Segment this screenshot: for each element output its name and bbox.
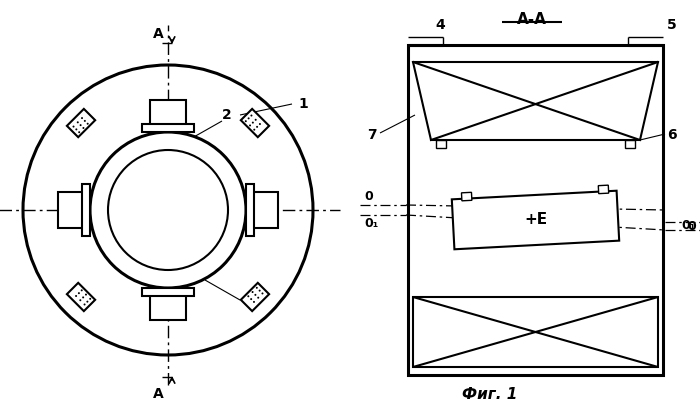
Circle shape — [76, 129, 78, 130]
Text: 0₁: 0₁ — [682, 219, 696, 232]
Circle shape — [259, 123, 261, 125]
Bar — [625, 140, 635, 148]
Circle shape — [80, 289, 83, 291]
Circle shape — [23, 65, 313, 355]
Text: 5: 5 — [667, 18, 677, 32]
Bar — [452, 191, 620, 249]
Circle shape — [258, 290, 260, 291]
Circle shape — [79, 299, 81, 301]
Bar — [598, 185, 609, 194]
Bar — [161, 146, 175, 151]
Circle shape — [251, 291, 253, 293]
Circle shape — [245, 120, 247, 122]
Circle shape — [249, 124, 251, 126]
Circle shape — [80, 124, 82, 126]
Text: 0₁: 0₁ — [364, 217, 378, 230]
Text: 6: 6 — [667, 128, 677, 142]
Bar — [461, 192, 472, 201]
Circle shape — [108, 150, 228, 270]
Circle shape — [89, 298, 91, 300]
Circle shape — [86, 301, 88, 303]
Text: 1: 1 — [298, 97, 308, 111]
Circle shape — [83, 304, 85, 305]
Text: 2: 2 — [222, 108, 232, 122]
Circle shape — [250, 298, 252, 300]
Circle shape — [254, 294, 256, 296]
Circle shape — [256, 287, 258, 289]
Circle shape — [248, 117, 250, 119]
Bar — [67, 109, 95, 137]
Circle shape — [84, 120, 86, 122]
Bar — [241, 283, 269, 311]
Bar — [246, 184, 254, 236]
Text: А-А: А-А — [517, 12, 547, 27]
Bar — [436, 140, 446, 148]
Text: А: А — [153, 387, 163, 401]
Bar — [241, 109, 269, 137]
Text: 3: 3 — [248, 293, 258, 307]
Circle shape — [78, 292, 80, 294]
Text: 0: 0 — [687, 220, 696, 233]
Circle shape — [73, 126, 74, 128]
Bar — [248, 192, 278, 228]
Bar — [164, 142, 172, 146]
Circle shape — [252, 122, 254, 123]
Text: +E: +E — [524, 213, 547, 228]
Text: Фиг. 1: Фиг. 1 — [462, 387, 518, 402]
Circle shape — [251, 115, 253, 116]
Text: 7: 7 — [368, 128, 377, 142]
Circle shape — [257, 297, 259, 299]
Circle shape — [253, 129, 256, 131]
Bar — [150, 100, 186, 130]
Circle shape — [78, 131, 81, 133]
Bar — [142, 124, 194, 132]
Circle shape — [83, 127, 85, 129]
Bar — [413, 297, 658, 367]
Circle shape — [262, 292, 263, 294]
Bar — [58, 192, 88, 228]
Text: 0: 0 — [364, 190, 372, 203]
Circle shape — [87, 123, 89, 125]
Circle shape — [85, 294, 87, 296]
Text: А: А — [153, 27, 163, 41]
Circle shape — [82, 297, 84, 298]
Circle shape — [90, 132, 246, 288]
Circle shape — [256, 126, 258, 128]
Circle shape — [77, 121, 79, 123]
Bar — [142, 288, 194, 296]
Circle shape — [247, 295, 249, 297]
Circle shape — [255, 119, 257, 121]
Circle shape — [253, 301, 255, 303]
Bar — [150, 290, 186, 320]
Bar — [82, 184, 90, 236]
Circle shape — [81, 117, 83, 119]
Bar — [67, 283, 95, 311]
Bar — [408, 45, 663, 375]
Circle shape — [75, 295, 77, 297]
Text: 4: 4 — [435, 18, 445, 32]
